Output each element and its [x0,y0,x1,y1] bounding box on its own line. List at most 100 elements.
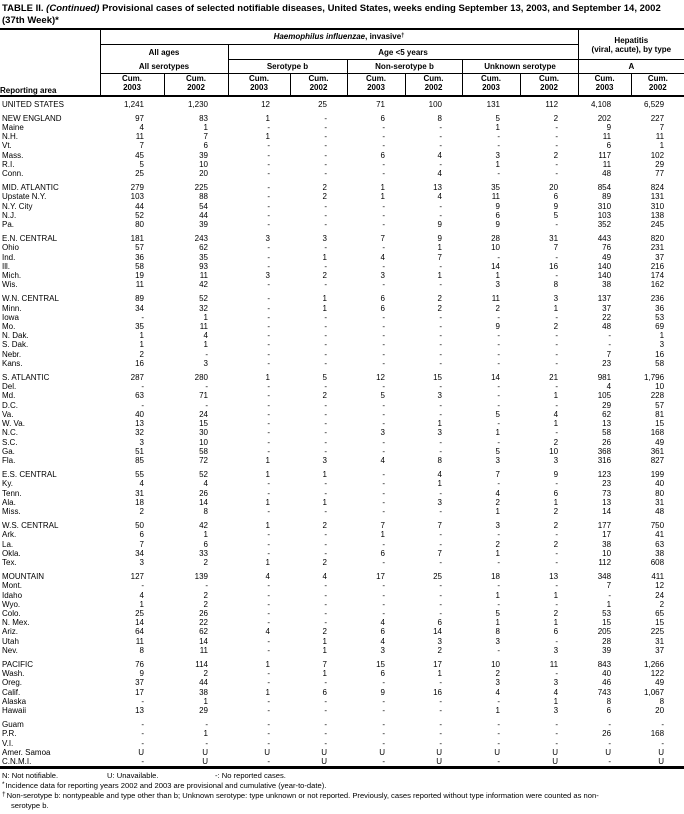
cell-reporting-area: Ga. [2,446,15,456]
cell-value: 7 [553,243,559,253]
cell-value: 38 [602,539,612,549]
cell-value: 411 [651,572,665,582]
cell-value: U [494,747,500,757]
table-row: Nebr. 2 - - - - - - - 7 16 [0,350,684,359]
cell-value: - [324,678,327,688]
cell-value: 29 [199,705,208,715]
cell-value: - [267,243,270,253]
cell-value: - [555,159,559,169]
cell-value: 1 [495,590,500,600]
cell-value: 287 [130,373,144,383]
cell-value: - [382,557,385,567]
cell-value: 73 [602,488,612,498]
cell-value: - [382,470,385,480]
cell-value: 361 [650,446,665,456]
cell-value: - [267,210,270,220]
cell-value: - [324,590,327,600]
cell-value: 827 [650,455,665,465]
cell-value: 4 [606,382,612,392]
cell-value: 4 [437,192,442,202]
col-header-cum-2003: Cum. 2003 [100,73,165,97]
cell-value: - [439,322,442,332]
cell-value: - [497,400,500,410]
cell-value: 4 [380,252,385,262]
cell-reporting-area: V.I. [2,738,14,748]
cell-value: 44 [135,201,144,211]
cell-value: 2 [322,271,327,281]
cell-value: 2 [553,113,559,123]
cell-value: - [555,169,559,179]
cell-value: 112 [545,99,559,109]
cell-value: 750 [650,521,665,531]
cell-reporting-area: Hawaii [2,705,27,715]
table-header: Reporting area Haemophilus influenzae, i… [0,28,684,97]
cell-reporting-area: Mont. [2,581,23,591]
cell-value: 11 [602,159,612,169]
footnote-legend: N: Not notifiable. U: Unavailable. -: No r… [2,771,682,780]
cell-value: - [324,428,327,438]
cell-value: - [228,757,290,770]
dagger-text: Non-serotype b: nontypeable and type oth… [6,790,599,811]
cell-value: - [141,720,144,730]
cell-value: 6 [553,192,559,202]
cell-value: 9 [437,234,442,244]
cell-value: 2 [495,303,500,313]
year-label: 2002 [187,82,205,92]
cell-value: - [324,169,327,179]
cell-value: 14 [491,373,500,383]
cell-value: 10 [199,159,208,169]
cell-value: - [267,678,270,688]
cell-value: 1 [553,696,559,706]
cell-value: 11 [135,132,144,142]
cell-value: - [324,113,327,123]
cell-reporting-area: Vt. [2,141,12,151]
cell-value: 23 [602,479,612,489]
cell-value: 1 [322,636,327,646]
cell-value: - [267,479,270,489]
cell-value: 19 [135,271,144,281]
cell-reporting-area: Md. [2,391,16,401]
cell-value: 39 [199,150,208,160]
cell-value: - [324,358,327,368]
cell-reporting-area: Ohio [2,243,19,253]
cell-value: 7 [495,470,500,480]
cell-value: - [555,530,559,540]
cell-value: 236 [650,294,665,304]
cell-value: - [141,738,144,748]
cum-label: Cum. [308,74,329,83]
cell-value: - [555,141,559,151]
year-label: 2002 [424,82,443,92]
cell-reporting-area: PACIFIC [2,659,33,669]
cell-value: 8 [495,627,500,637]
cell-value: - [439,312,442,322]
cell-value: 15 [433,373,442,383]
cell-value: - [324,331,327,341]
cell-value: 854 [597,183,612,193]
cell-value: 44 [199,210,208,220]
table-row: UNITED STATES 1,241 1,230 12 25 71 100 131 112 4,… [0,96,684,109]
table-row: PACIFIC 76 114 1 7 15 17 10 11 843 1,266 [0,660,684,669]
cell-value: 5 [139,159,144,169]
cell-value: - [555,331,559,341]
cell-value: 1 [265,557,270,567]
cell-value: - [267,331,270,341]
cell-value: 25 [135,169,144,179]
cell-value: 2 [437,294,442,304]
cell-value: - [267,201,270,211]
cell-value: 48 [602,322,612,332]
cell-value: - [324,243,327,253]
reporting-area-label: Reporting area [0,85,57,95]
cell-value: - [324,201,327,211]
cell-value: 1 [322,252,327,262]
table-row: Nev. 8 11 - 1 3 2 - 3 39 37 [0,646,684,655]
cell-value: 2 [553,322,559,332]
cell-value: 58 [135,261,144,271]
cell-value: 2 [553,539,559,549]
cell-value: - [439,280,442,290]
cell-value: 4 [203,479,208,489]
cell-value: - [205,382,208,392]
cell-value: - [555,400,559,410]
cell-value: - [382,349,385,359]
cell-value: 1 [495,506,500,516]
cell-value: 368 [597,446,612,456]
